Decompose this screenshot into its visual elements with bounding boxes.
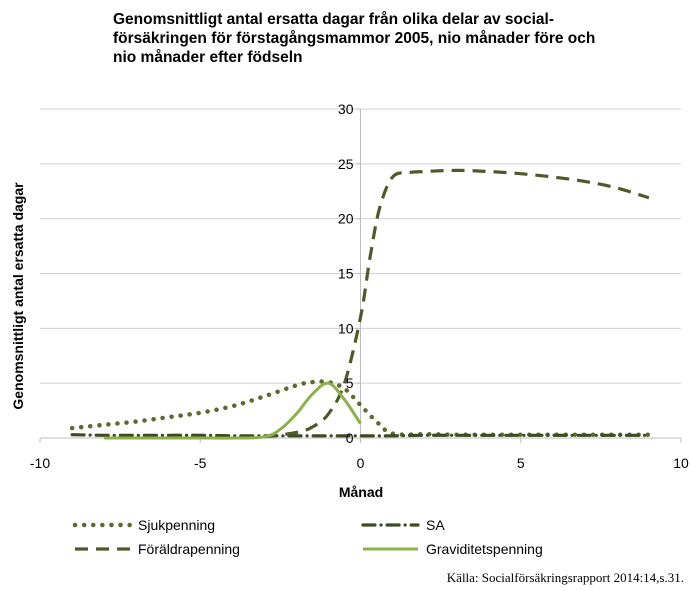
axes bbox=[39, 108, 682, 443]
y-tick-label-0: 0 bbox=[346, 430, 354, 446]
y-tick-label-20: 20 bbox=[338, 211, 354, 227]
legend-label-föräldrapenning: Föräldrapenning bbox=[138, 541, 240, 557]
x-tick-label-10: 10 bbox=[673, 455, 689, 471]
series-line-graviditetspenning bbox=[104, 381, 362, 440]
legend-label-sjukpenning: Sjukpenning bbox=[138, 517, 215, 533]
tick-labels: 0 5 10 15 20 25 30 -10 -5 0 5 10 bbox=[30, 101, 689, 471]
x-axis-title: Månad bbox=[339, 484, 383, 500]
x-tick-label-0: 0 bbox=[357, 455, 365, 471]
series-line-sa bbox=[70, 433, 651, 438]
x-tick-label--5: -5 bbox=[194, 455, 207, 471]
source-note: Källa: Socialförsäkringsrapport 2014:14,… bbox=[446, 570, 684, 585]
chart-title: Genomsnittligt antal ersatta dagar från … bbox=[113, 11, 596, 66]
x-tick-label--10: -10 bbox=[30, 455, 50, 471]
x-tick-label-5: 5 bbox=[517, 455, 525, 471]
y-tick-label-5: 5 bbox=[346, 375, 354, 391]
series-lines bbox=[69, 168, 652, 440]
series-line-föräldrapenning bbox=[264, 168, 650, 439]
y-axis-title: Genomsnittligt antal ersatta dagar bbox=[10, 182, 26, 410]
y-tick-label-25: 25 bbox=[338, 156, 354, 172]
legend-label-sa: SA bbox=[426, 517, 445, 533]
legend-label-graviditetspenning: Graviditetspenning bbox=[426, 541, 543, 557]
legend: Sjukpenning SA Föräldrapenning Graviditetsp… bbox=[72, 517, 543, 557]
y-tick-label-30: 30 bbox=[338, 101, 354, 117]
y-tick-label-10: 10 bbox=[338, 320, 354, 336]
y-tick-label-15: 15 bbox=[338, 266, 354, 282]
